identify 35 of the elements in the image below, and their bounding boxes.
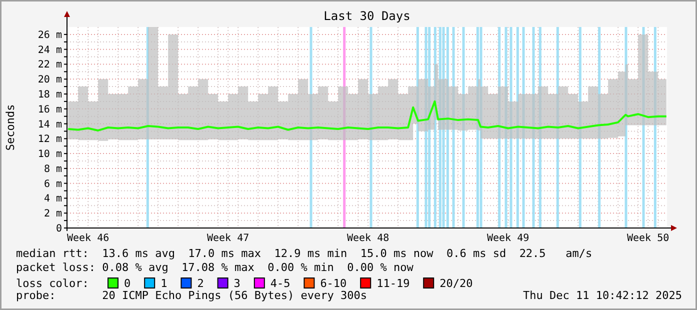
y-tick-label: 24 m (38, 44, 62, 56)
y-tick-label: 18 m (38, 90, 62, 100)
y-tick-label: 8 m (44, 164, 62, 175)
x-tick-label: Week 48 (347, 233, 390, 244)
text: median rtt: 13.6 ms avg 17.0 ms max 12.9 ms min 15.0 ms now 0.6 ms sd 22.5 am/s (16, 247, 592, 260)
legend-label: 2 (197, 277, 204, 290)
x-tick-label: Week 50 (627, 233, 670, 244)
y-tick-label: 22 m (38, 60, 62, 71)
y-tick-label: 2 m (44, 208, 62, 220)
y-tick-label: 0 (56, 224, 62, 234)
legend-label: 4-5 (270, 277, 290, 290)
legend-title: loss color: (16, 277, 89, 290)
line-series (67, 100, 668, 132)
text: packet loss: 0.08 % avg 17.08 % max 0.00 % min 0.00 % now (16, 261, 414, 274)
y-tick-label: 12 m (38, 134, 62, 146)
chart-title: Last 30 Days (324, 9, 410, 23)
y-tick-label: 10 m (38, 149, 62, 160)
y-tick-label: 14 m (38, 119, 62, 130)
y-tick-label: 4 m (44, 194, 62, 205)
y-tick-label: 16 m (38, 104, 62, 116)
text: Thu Dec 11 10:42:12 2025 (523, 289, 682, 302)
legend-label: 3 (234, 277, 240, 290)
legend-label: 6-10 (320, 277, 347, 290)
x-tick-label: Week 47 (207, 233, 250, 244)
legend-label: 11-19 (376, 277, 410, 290)
text: probe: 20 ICMP Echo Pings (56 Bytes) every 300s (16, 289, 367, 302)
y-tick-label: 6 m (44, 178, 62, 190)
x-tick-label: Week 46 (67, 233, 110, 244)
y-tick-label: 26 m (38, 30, 62, 41)
legend-label: 0 (124, 277, 131, 290)
legend-label: 1 (160, 277, 168, 290)
x-tick-label: Week 49 (487, 233, 530, 244)
y-tick-label: 20 m (38, 74, 62, 86)
legend-label: 20/20 (440, 277, 473, 290)
y-axis-title: Seconds (4, 104, 17, 151)
